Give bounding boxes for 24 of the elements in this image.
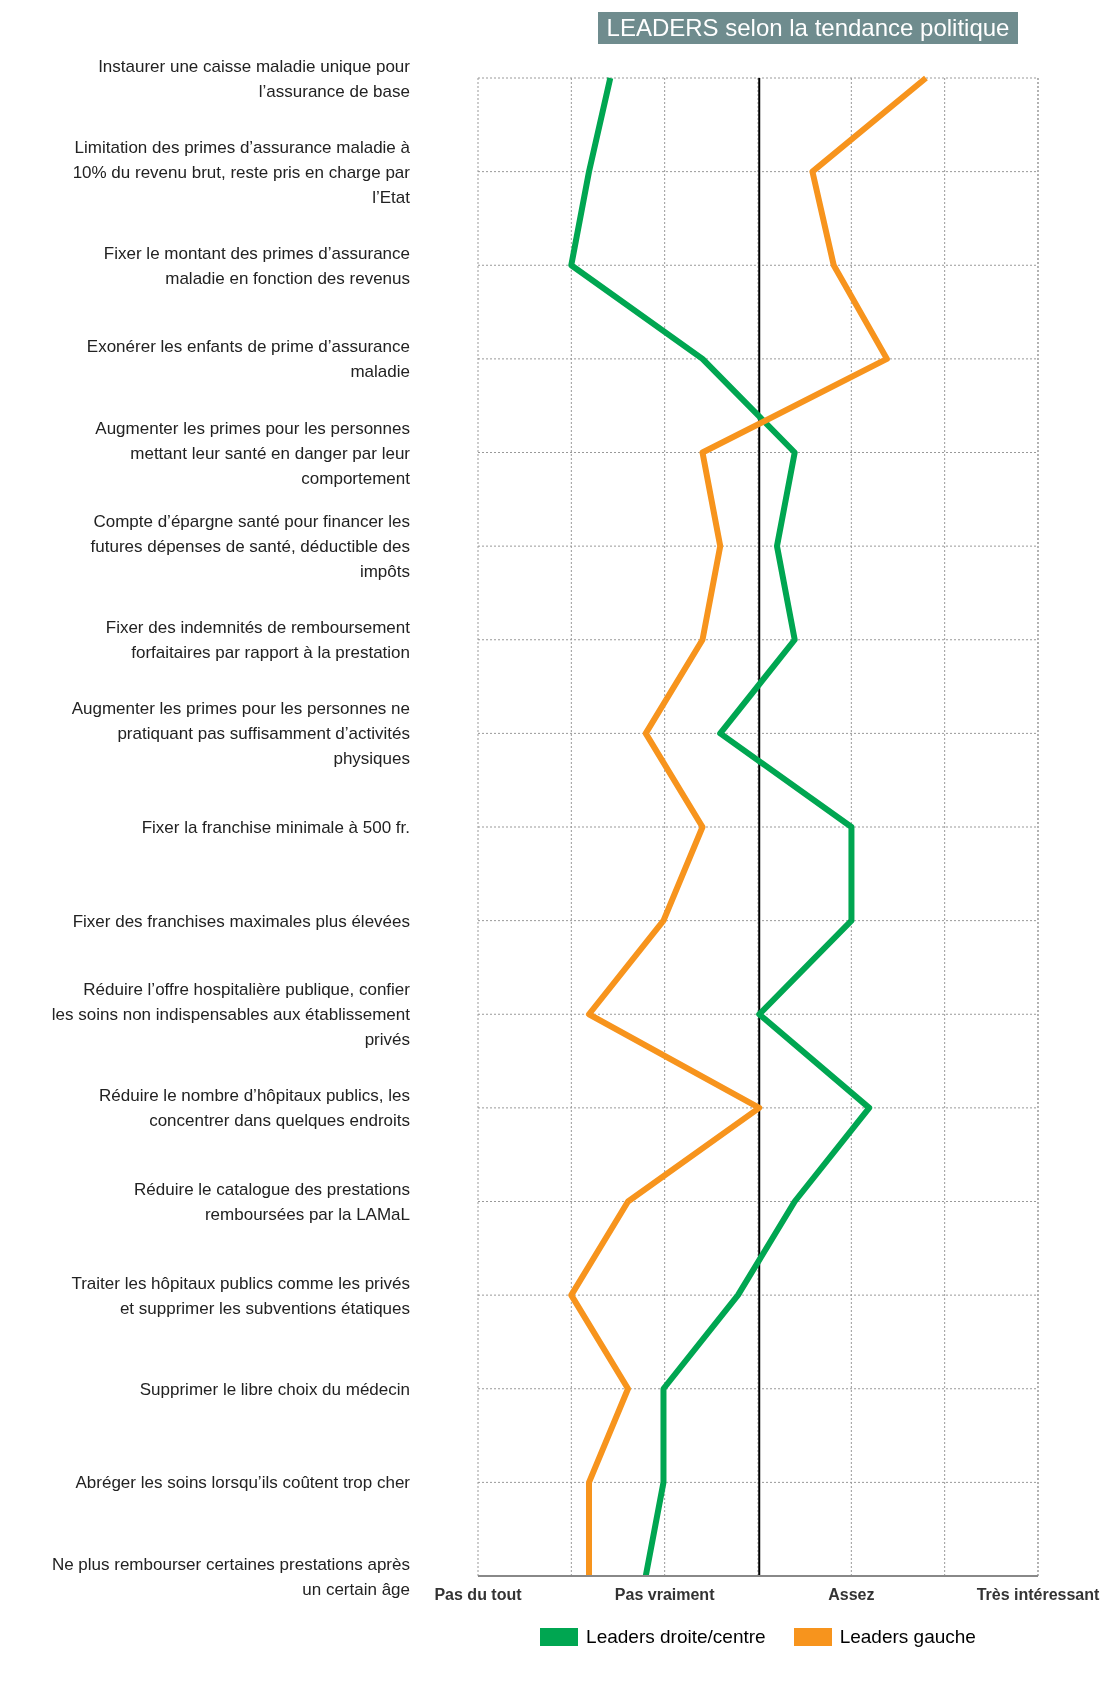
- y-tick-label: Abréger les soins lorsqu’ils coûtent trop cher: [75, 1473, 411, 1493]
- y-tick-label: Fixer le montant des primes d’assurance maladie en fonction des revenus: [103, 243, 410, 288]
- text: Assez: [828, 1586, 875, 1603]
- y-tick-label: Fixer la franchise minimale à 500 fr.: [141, 818, 410, 837]
- text: Très intéressant: [976, 1586, 1101, 1603]
- y-tick-label: Réduire le nombre d’hôpitaux publics, les concentrer dans quelques endroits: [99, 1086, 410, 1131]
- y-tick-label: Supprimer le libre choix du médecin: [139, 1379, 410, 1399]
- y-tick-label: Augmenter les primes pour les personnes mettant leur santé en danger par leur comportement: [95, 418, 411, 488]
- y-tick-label: Réduire le catalogue des prestations remboursées par la LAMaL: [134, 1180, 410, 1224]
- y-tick-label: Fixer des indemnités de remboursement forfaitaires par rapport à la prestation: [105, 618, 411, 663]
- legend-label: Leaders gauche: [838, 1626, 976, 1648]
- y-tick-label: Traiter les hôpitaux publics comme les privés et supprimer les subventions étatiques: [71, 1273, 410, 1318]
- y-tick-label: Ne plus rembourser certaines prestations après un certain âge: [51, 1554, 410, 1599]
- y-tick-label: Augmenter les primes pour les personnes ne pratiquant pas suffisamment d’activités physiques: [71, 699, 410, 769]
- text: Pas vraiment: [614, 1586, 716, 1603]
- y-tick-label: Instaurer une caisse maladie unique pour l’assurance de base: [98, 56, 411, 101]
- legend-label: Leaders droite/centre: [585, 1626, 766, 1648]
- y-tick-label: Compte d’épargne santé pour financer les futures dépenses de santé, déductible des impôts: [90, 512, 410, 582]
- text: Pas du tout: [434, 1586, 523, 1603]
- y-tick-label: Réduire l’offre hospitalière publique, confier les soins non indispensables aux établissement privés: [51, 980, 411, 1050]
- y-tick-label: Limitation des primes d’assurance maladie à 10% du revenu brut, reste pris en charge par l’Etat: [72, 137, 411, 207]
- chart-title: LEADERS selon la tendance politique: [598, 12, 1018, 44]
- y-tick-label: Fixer des franchises maximales plus élevées: [72, 911, 410, 931]
- y-tick-label: Exonérer les enfants de prime d’assurance maladie: [86, 337, 410, 382]
